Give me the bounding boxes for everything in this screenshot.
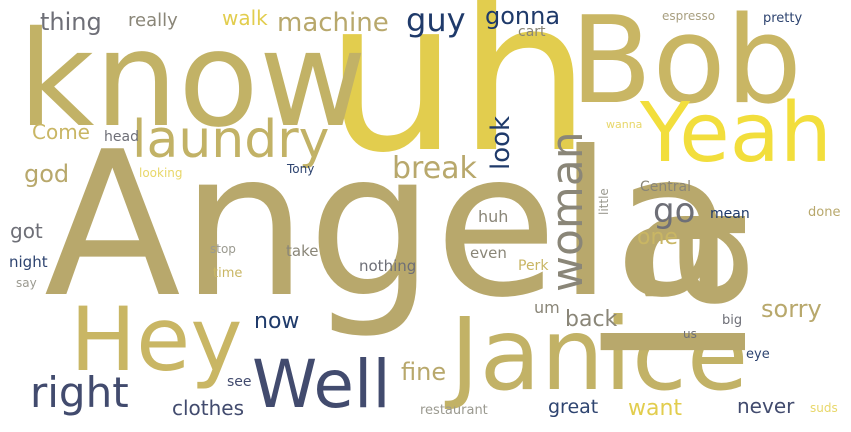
- word-time: time: [213, 266, 243, 281]
- word-back: back: [565, 307, 618, 332]
- word-really: really: [128, 10, 178, 31]
- word-want: want: [628, 396, 683, 421]
- word-walk: walk: [222, 6, 268, 30]
- word-now: now: [254, 309, 300, 334]
- word-take: take: [286, 242, 319, 260]
- word-pretty: pretty: [763, 11, 803, 26]
- word-bob: Bob: [570, 0, 802, 131]
- word-janice: Janice: [450, 296, 749, 413]
- word-hey: Hey: [70, 288, 243, 391]
- word-say: say: [16, 276, 37, 290]
- word-see: see: [227, 374, 252, 390]
- word-break: break: [392, 151, 477, 186]
- word-thing: thing: [40, 8, 102, 36]
- word-suds: suds: [810, 401, 838, 415]
- word-one: one: [637, 225, 678, 250]
- word-right: right: [30, 368, 129, 417]
- word-restaurant: restaurant: [420, 403, 488, 418]
- word-cart: cart: [518, 24, 546, 40]
- word-tony: Tony: [287, 162, 315, 176]
- word-laundry: laundry: [132, 110, 330, 170]
- word-central: Central: [640, 179, 691, 195]
- word-angela: Angela: [44, 109, 736, 342]
- word-look: look: [486, 115, 516, 170]
- word-great: great: [548, 396, 599, 418]
- word-fine: fine: [401, 358, 447, 386]
- word-stop: stop: [210, 242, 236, 256]
- word-god: god: [24, 160, 70, 188]
- word-yeah: Yeah: [640, 86, 832, 181]
- word-wanna: wanna: [606, 118, 643, 131]
- word-machine: machine: [277, 8, 389, 38]
- word-big: big: [722, 313, 743, 328]
- word-head: head: [104, 129, 139, 145]
- word-night: night: [9, 253, 48, 271]
- word-looking: looking: [139, 166, 183, 180]
- word-nothing: nothing: [359, 257, 417, 275]
- word-uh: uh: [325, 0, 592, 199]
- word-go: go: [653, 191, 696, 231]
- word-even: even: [470, 244, 507, 262]
- word-espresso: espresso: [662, 9, 716, 23]
- word-clothes: clothes: [172, 396, 245, 420]
- word-know: know: [18, 3, 367, 157]
- word-us: us: [683, 327, 697, 341]
- word-mean: mean: [710, 206, 750, 222]
- word-well: Well: [252, 346, 391, 423]
- word-come: Come: [32, 120, 90, 144]
- word-gonna: gonna: [485, 2, 561, 30]
- word-eye: eye: [746, 347, 770, 362]
- word-um: um: [534, 298, 560, 317]
- word-little: little: [597, 188, 611, 215]
- word-huh: huh: [478, 207, 509, 226]
- word-never: never: [737, 394, 795, 418]
- word-done: done: [808, 205, 841, 220]
- word-guy: guy: [406, 1, 466, 39]
- word-sorry: sorry: [761, 295, 822, 323]
- word-perk: Perk: [518, 258, 549, 274]
- word-got: got: [10, 219, 43, 243]
